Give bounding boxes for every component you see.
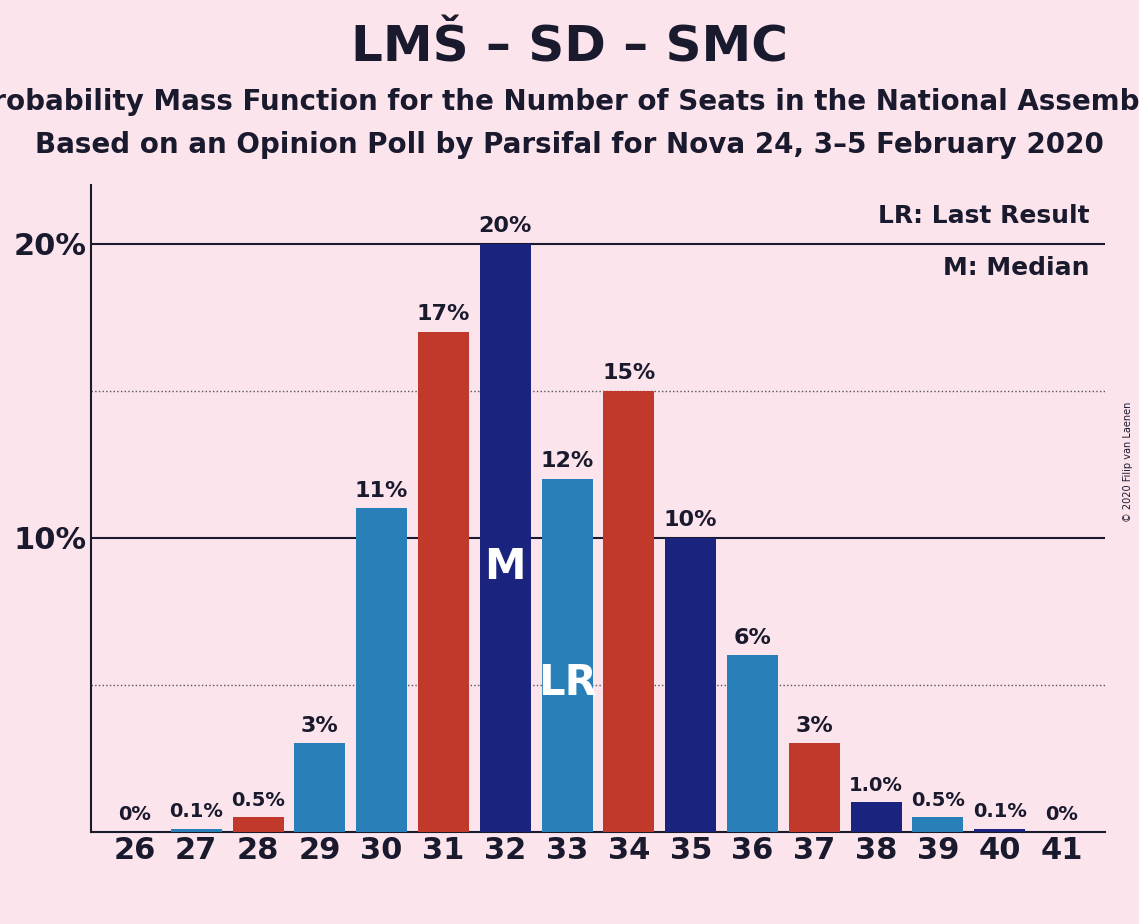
Text: 0.1%: 0.1%: [170, 802, 223, 821]
Bar: [851, 802, 902, 832]
Bar: [974, 829, 1025, 832]
Text: LMŠ – SD – SMC: LMŠ – SD – SMC: [351, 23, 788, 71]
Text: 12%: 12%: [540, 452, 593, 471]
Text: M: M: [484, 546, 526, 588]
Bar: [541, 479, 592, 832]
Bar: [480, 244, 531, 832]
Text: 0%: 0%: [118, 805, 150, 824]
Text: 17%: 17%: [417, 304, 470, 324]
Text: 0%: 0%: [1046, 805, 1077, 824]
Text: 0.5%: 0.5%: [231, 791, 285, 809]
Text: 10%: 10%: [664, 510, 718, 530]
Text: 3%: 3%: [795, 716, 834, 736]
Text: LR: LR: [538, 663, 597, 704]
Text: 20%: 20%: [478, 216, 532, 237]
Bar: [665, 538, 716, 832]
Bar: [789, 744, 839, 832]
Text: 11%: 11%: [355, 480, 408, 501]
Text: 15%: 15%: [603, 363, 656, 383]
Text: M: Median: M: Median: [943, 256, 1090, 280]
Text: LR: Last Result: LR: Last Result: [878, 204, 1090, 228]
Text: 0.1%: 0.1%: [973, 802, 1026, 821]
Bar: [357, 508, 407, 832]
Text: Based on an Opinion Poll by Parsifal for Nova 24, 3–5 February 2020: Based on an Opinion Poll by Parsifal for…: [35, 131, 1104, 159]
Text: © 2020 Filip van Laenen: © 2020 Filip van Laenen: [1123, 402, 1133, 522]
Bar: [418, 332, 469, 832]
Bar: [604, 391, 655, 832]
Text: Probability Mass Function for the Number of Seats in the National Assembly: Probability Mass Function for the Number…: [0, 88, 1139, 116]
Bar: [232, 817, 284, 832]
Bar: [912, 817, 964, 832]
Text: 6%: 6%: [734, 627, 771, 648]
Bar: [727, 655, 778, 832]
Bar: [171, 829, 222, 832]
Bar: [294, 744, 345, 832]
Text: 3%: 3%: [301, 716, 338, 736]
Text: 0.5%: 0.5%: [911, 791, 965, 809]
Text: 1.0%: 1.0%: [850, 776, 903, 795]
